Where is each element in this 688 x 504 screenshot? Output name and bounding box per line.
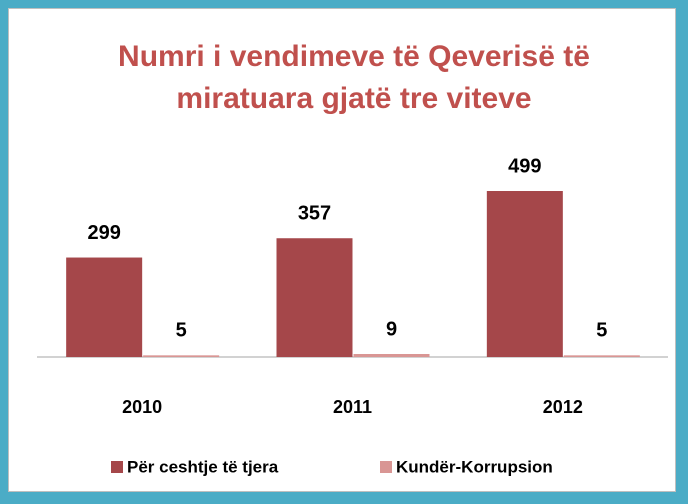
data-label: 357: [298, 203, 331, 225]
bar: [353, 354, 430, 357]
data-label: 5: [596, 320, 607, 342]
legend-swatch: [111, 461, 123, 473]
legend-swatch: [380, 461, 392, 473]
chart-title: Numri i vendimeve të Qeverisë të miratua…: [118, 40, 590, 115]
x-tick-label: 2012: [543, 397, 583, 417]
x-tick-label: 2010: [122, 397, 162, 417]
bar: [486, 191, 563, 357]
bar: [563, 355, 640, 357]
data-label: 9: [386, 318, 397, 340]
data-label: 299: [87, 222, 120, 244]
legend-label: Për ceshtje të tjera: [127, 457, 279, 476]
data-label: 499: [508, 155, 541, 177]
legend-label: Kundër-Korrupsion: [396, 457, 553, 476]
data-label: 5: [176, 320, 187, 342]
x-tick-label: 2011: [333, 397, 372, 417]
bar: [276, 238, 353, 357]
bar: [66, 257, 143, 357]
bar: [143, 355, 220, 357]
